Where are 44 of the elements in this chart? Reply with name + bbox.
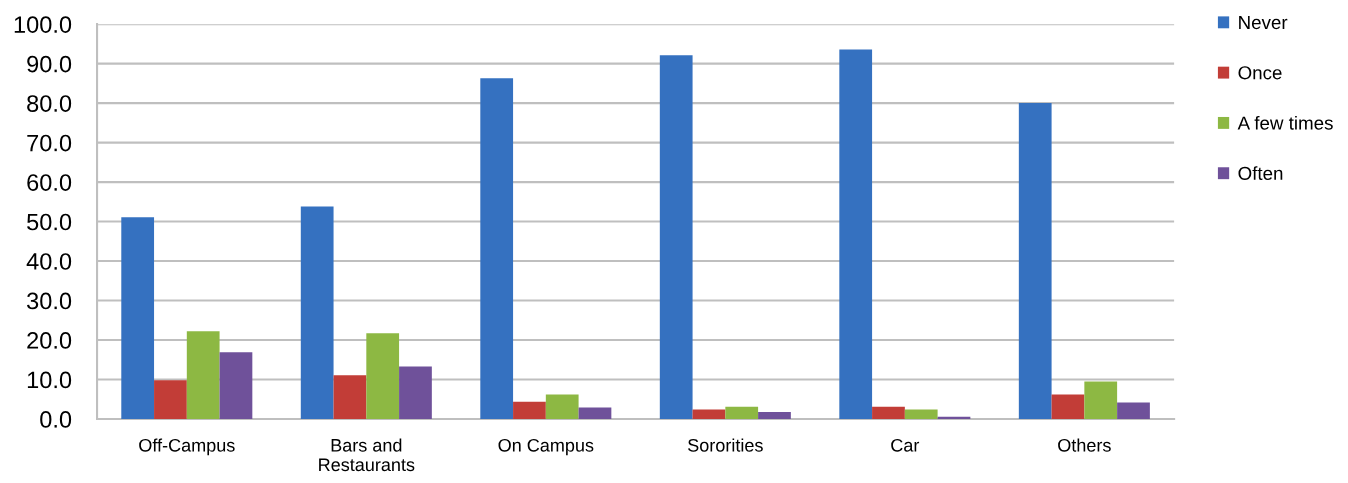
bar: [1084, 381, 1118, 419]
bar: [725, 406, 759, 419]
bar: [219, 352, 253, 419]
y-tick-label: 20.0: [27, 332, 72, 349]
bar: [480, 78, 514, 419]
x-tick-label: On Campus: [498, 438, 594, 456]
x-tick-label: Sororities: [688, 438, 763, 452]
bar: [1117, 402, 1150, 419]
bar: [659, 55, 693, 419]
x-tick-label: Car: [891, 438, 920, 452]
bar: [121, 217, 155, 419]
x-tick-label: Bars and Restaurants: [319, 438, 415, 472]
legend-label: Never: [1239, 16, 1288, 30]
y-tick-label: 100.0: [14, 16, 72, 33]
bar: [839, 49, 873, 419]
legend-label: Often: [1238, 166, 1283, 181]
bar: [399, 366, 432, 419]
bar: [366, 333, 400, 419]
y-tick-label: 50.0: [27, 213, 72, 231]
y-tick-label: 80.0: [27, 95, 72, 112]
y-tick-label: 40.0: [26, 253, 72, 270]
bar: [578, 407, 612, 419]
x-tick-label: Off-Campus: [139, 438, 235, 456]
legend-label: Once: [1238, 66, 1282, 80]
bar: [333, 375, 367, 419]
bar: [1018, 103, 1052, 419]
bar: [545, 394, 579, 419]
y-tick-label: 0.0: [40, 411, 72, 428]
bar: [300, 206, 334, 419]
legend-label: A few times: [1237, 115, 1333, 130]
y-tick-label: 70.0: [27, 134, 72, 152]
y-tick-label: 90.0: [27, 55, 72, 73]
bar: [904, 409, 938, 419]
x-tick-label: Others: [1058, 438, 1111, 452]
bar: [758, 411, 791, 419]
bar: [692, 409, 726, 419]
y-tick-label: 30.0: [27, 292, 72, 310]
bar: [1051, 394, 1085, 419]
bar: [186, 331, 220, 419]
y-tick-label: 10.0: [27, 371, 72, 389]
y-tick-label: 60.0: [27, 174, 72, 191]
bar: [154, 380, 187, 419]
bar: [513, 401, 546, 419]
bar: [872, 406, 905, 419]
